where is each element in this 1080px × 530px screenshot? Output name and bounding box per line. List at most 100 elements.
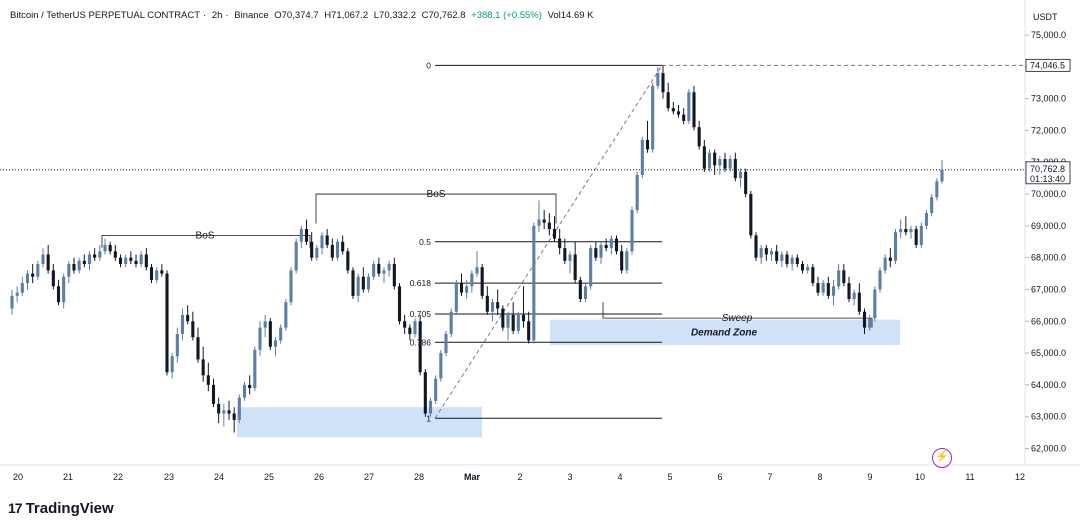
candle-body [697, 127, 701, 147]
candle-body [160, 270, 164, 274]
candle-body [914, 229, 918, 245]
candle-body [521, 314, 526, 322]
candle-body [196, 337, 200, 360]
exchange: Binance [234, 10, 269, 21]
candle-body [563, 248, 567, 261]
candle-body [10, 295, 14, 309]
candle-body [366, 276, 371, 290]
candle-body [718, 159, 722, 166]
candle-body [578, 279, 582, 300]
candle-body [93, 254, 97, 258]
candle-body [919, 225, 923, 245]
candle-body [124, 257, 128, 265]
candle-body [542, 219, 546, 223]
candle-body [449, 311, 453, 334]
candle-body [41, 254, 45, 265]
x-tick-label: 8 [817, 472, 822, 482]
fib-level-label: 0 [426, 60, 431, 70]
interval[interactable]: 2h [211, 10, 223, 21]
candle-body [645, 139, 650, 150]
candle-body [878, 270, 882, 290]
candle-body [733, 159, 737, 179]
brand-name: TradingView [25, 500, 114, 517]
lines-layer [0, 64, 1025, 419]
candle-body [77, 260, 81, 271]
candle-body [237, 397, 241, 420]
symbol-name[interactable]: Bitcoin / TetherUS PERPETUAL CONTRACT [10, 10, 201, 21]
annotations-layer: 0 0.5 0.618 0.705 0.786 1 BoS BoS Sweep Demand Zo… [196, 58, 1071, 423]
fib-level-label: 1 [426, 413, 431, 423]
candle-body [206, 375, 210, 385]
y-tick-label: 72,000.0 [1031, 125, 1066, 135]
candle-body [242, 384, 247, 398]
candle-body [118, 257, 123, 265]
candle-body [868, 318, 872, 328]
candle-body [470, 273, 474, 287]
candle-body [113, 251, 117, 258]
candle-body [485, 295, 489, 312]
y-tick-label: 68,000.0 [1031, 253, 1066, 263]
candle-body [20, 283, 24, 293]
candle-body [744, 171, 748, 195]
candle-body [527, 321, 531, 341]
candle-body [692, 92, 696, 128]
candle-body [604, 244, 608, 249]
tradingview-logo-icon: 17 [8, 500, 23, 516]
candle-body [496, 302, 500, 309]
candle-body [909, 229, 913, 233]
open-value: O70,374.7 [274, 10, 319, 21]
candle-body [682, 114, 686, 121]
candle-body [490, 302, 495, 312]
candle-body [837, 270, 841, 287]
demand-zone [550, 319, 900, 346]
candle-body [620, 251, 624, 271]
candle-body [573, 254, 577, 280]
close-value: C70,762.8 [421, 10, 466, 21]
candle-body [532, 225, 536, 341]
candle-body [129, 257, 133, 261]
candle-body [754, 235, 758, 258]
candle-body [165, 273, 169, 373]
candle-body [583, 286, 588, 300]
candle-body [330, 244, 334, 258]
price-axis[interactable]: 62,000.0 63,000.0 64,000.0 65,000.0 66,000.0… [1025, 30, 1066, 454]
time-axis[interactable]: 20 21 22 23 24 25 26 27 28 Mar 2 3 4 5 6 7 8 9 10 11 12 [13, 472, 1025, 482]
candle-body [940, 169, 944, 182]
candle-body [341, 241, 345, 252]
high-price-label: 74,046.5 [1030, 60, 1065, 70]
y-tick-label: 67,000.0 [1031, 284, 1066, 294]
candle-body [671, 108, 675, 112]
y-tick-label: 62,000.0 [1031, 444, 1066, 454]
candle-body [428, 400, 433, 414]
candle-body [826, 283, 830, 296]
candle-body [36, 264, 40, 277]
candle-body [201, 359, 205, 376]
countdown-label: 01:13:40 [1030, 174, 1065, 184]
candle-body [857, 292, 861, 312]
candle-body [501, 308, 505, 328]
candle-body [217, 403, 221, 414]
y-tick-label: 65,000.0 [1031, 348, 1066, 358]
candle-body [609, 238, 613, 249]
candle-body [511, 314, 515, 331]
fib-level-label: 0.5 [419, 237, 431, 247]
x-tick-label: 5 [667, 472, 672, 482]
candle-body [480, 267, 484, 296]
candle-body [361, 276, 365, 290]
candle-body [924, 213, 929, 226]
candle-body [454, 283, 458, 312]
candle-body [635, 174, 639, 210]
current-price-tag [1025, 161, 1071, 185]
y-tick-label: 73,000.0 [1031, 94, 1066, 104]
lightning-icon[interactable]: ⚡ [932, 448, 952, 468]
candle-body [568, 254, 572, 261]
candle-body [82, 260, 86, 265]
candle-body [31, 273, 35, 277]
candle-body [661, 73, 665, 93]
low-value: L70,332.2 [373, 10, 417, 21]
x-tick-label: 9 [867, 472, 872, 482]
candle-body [459, 283, 464, 293]
candle-body [475, 267, 479, 274]
candle-body [930, 197, 934, 214]
